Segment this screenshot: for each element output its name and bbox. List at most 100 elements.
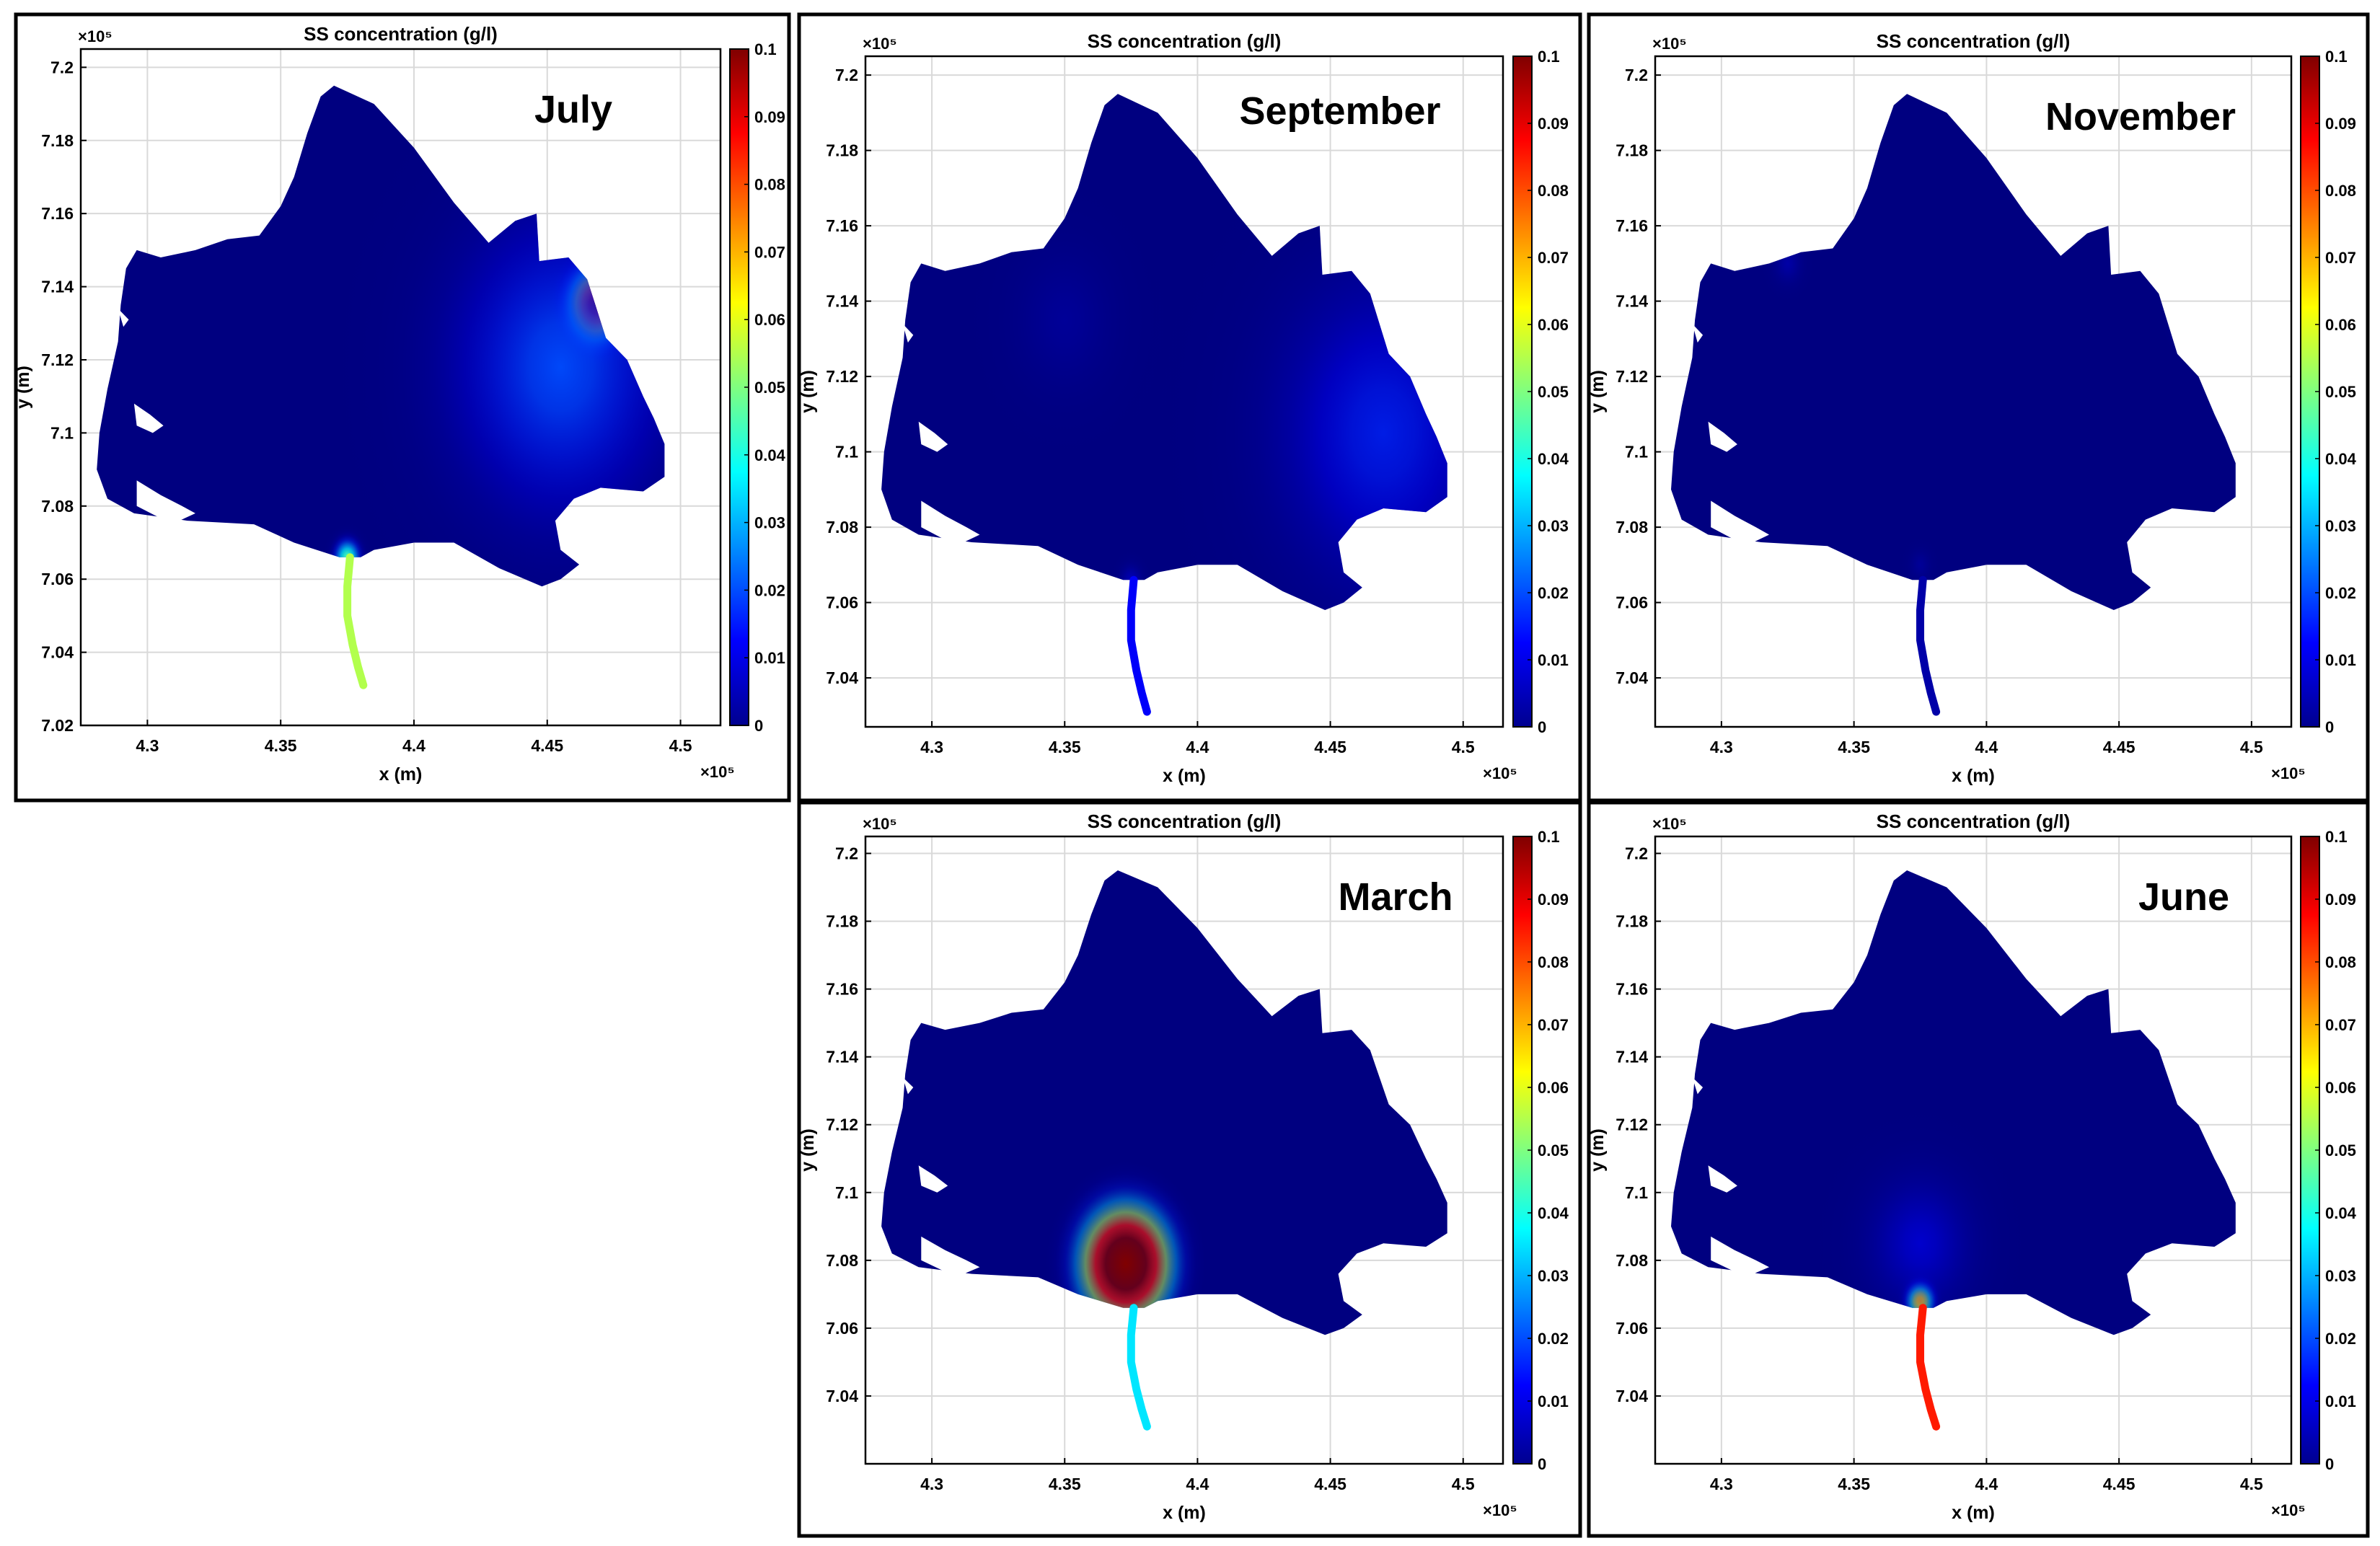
- colorbar-tick-label: 0.09: [1538, 891, 1569, 909]
- y-exponent-label: ×10⁵: [78, 27, 113, 45]
- colorbar-tick-label: 0.08: [2325, 182, 2356, 200]
- y-tick-label: 7.12: [41, 350, 74, 369]
- colorbar-tick-label: 0.04: [2325, 450, 2357, 468]
- colorbar-tick-label: 0.06: [1538, 316, 1569, 334]
- colorbar-tick-label: 0: [1538, 718, 1546, 736]
- colorbar-tick-label: 0.09: [1538, 115, 1569, 133]
- y-tick-label: 7.14: [1616, 1048, 1648, 1066]
- colorbar-tick-label: 0.02: [2325, 584, 2356, 602]
- y-tick-label: 7.12: [826, 367, 858, 386]
- axes-box: [1654, 55, 2293, 728]
- month-label: July: [534, 88, 612, 131]
- colorbar-tick-label: 0.02: [1538, 1330, 1569, 1348]
- colorbar-tick-label: 0.06: [1538, 1079, 1569, 1097]
- colorbar-tick-label: 0.06: [2325, 1079, 2356, 1097]
- colorbar-tick-label: 0.09: [2325, 115, 2356, 133]
- x-tick-label: 4.3: [136, 736, 159, 755]
- axes-box: [79, 48, 722, 727]
- x-tick-label: 4.35: [1049, 738, 1081, 756]
- month-label: March: [1338, 875, 1453, 919]
- chart-title: SS concentration (g/l): [1088, 810, 1282, 832]
- island: [921, 1236, 980, 1274]
- y-tick-label: 7.06: [826, 593, 858, 612]
- y-tick-label: 7.1: [835, 443, 858, 461]
- y-tick-label: 7.16: [41, 204, 74, 223]
- colorbar-tick-label: 0.03: [2325, 1267, 2356, 1285]
- panel-september: 4.3 4.35 4.4 4.45 4.5 7.04 7.06 7.08 7.1 7.12 7.14…: [797, 12, 1582, 803]
- y-tick-label: 7.16: [826, 980, 858, 999]
- colorbar-tick-label: 0.1: [1538, 828, 1560, 846]
- y-tick-label: 7.02: [41, 716, 74, 735]
- colorbar-tick-label: 0.01: [1538, 1392, 1569, 1410]
- colorbar-tick-label: 0.1: [1538, 48, 1560, 66]
- island: [1692, 324, 1704, 343]
- y-tick-label: 7.16: [1616, 216, 1648, 235]
- x-tick-label: 4.4: [1186, 1475, 1209, 1493]
- colorbar-tick-label: 0.09: [2325, 891, 2356, 909]
- colorbar-tick-label: 0.05: [2325, 1141, 2356, 1160]
- colorbar-tick-label: 0.01: [754, 649, 785, 667]
- x-tick-label: 4.5: [669, 736, 692, 755]
- island: [902, 1077, 914, 1095]
- y-tick-label: 7.04: [1616, 668, 1648, 687]
- island: [133, 403, 164, 433]
- panel-frame: [797, 800, 1582, 1538]
- concentration-hotspot: [304, 85, 665, 587]
- y-tick-label: 7.12: [1616, 367, 1648, 386]
- lake-surface: [1671, 94, 2236, 610]
- colorbar-tick-label: 0.07: [1538, 249, 1569, 267]
- colorbar-tick-label: 0.03: [1538, 517, 1569, 535]
- colorbar-tick-label: 0.02: [1538, 584, 1569, 602]
- y-tick-label: 7.06: [41, 570, 74, 588]
- y-tick-label: 7.18: [41, 131, 74, 150]
- x-axis-label: x (m): [1952, 1503, 1995, 1523]
- y-tick-label: 7.04: [41, 643, 74, 662]
- chart-title: SS concentration (g/l): [1877, 30, 2071, 52]
- x-axis-label: x (m): [379, 764, 423, 785]
- x-axis-label: x (m): [1163, 1503, 1206, 1523]
- colorbar-tick-label: 0: [2325, 718, 2334, 736]
- chart-title: SS concentration (g/l): [1088, 30, 1282, 52]
- x-tick-label: 4.4: [1975, 738, 1998, 756]
- x-tick-label: 4.5: [1452, 738, 1475, 756]
- y-tick-label: 7.1: [1625, 443, 1648, 461]
- month-label: September: [1239, 89, 1440, 133]
- y-axis-label: y (m): [1587, 370, 1608, 413]
- colorbar-tick-label: 0.04: [754, 446, 786, 464]
- river-inflow: [1127, 1304, 1151, 1431]
- x-axis-label: x (m): [1952, 766, 1995, 786]
- x-tick-label: 4.5: [2240, 1475, 2263, 1493]
- panel-june: 4.3 4.35 4.4 4.45 4.5 7.04 7.06 7.08 7.1 7.12 7.14…: [1587, 800, 2370, 1538]
- colorbar-tick-label: 0.07: [1538, 1016, 1569, 1034]
- y-tick-label: 7.14: [826, 292, 858, 311]
- panel-frame: [1587, 12, 2370, 803]
- y-tick-label: 7.18: [1616, 912, 1648, 931]
- colorbar-tick-label: 0: [1538, 1455, 1546, 1473]
- month-label: June: [2138, 875, 2229, 919]
- x-tick-label: 4.3: [920, 738, 943, 756]
- colorbar-tick-label: 0.05: [1538, 1141, 1569, 1160]
- colorbar-tick-label: 0.08: [1538, 953, 1569, 971]
- y-tick-label: 7.14: [1616, 292, 1648, 311]
- colorbar-tick-label: 0.1: [2325, 48, 2348, 66]
- x-exponent-label: ×10⁵: [700, 763, 735, 781]
- x-tick-label: 4.5: [1452, 1475, 1475, 1493]
- panel-november: 4.3 4.35 4.4 4.45 4.5 7.04 7.06 7.08 7.1 7.12 7.14…: [1587, 12, 2370, 803]
- colorbar-tick-label: 0.01: [1538, 651, 1569, 669]
- colorbar-tick-label: 0.06: [754, 311, 785, 329]
- colorbar-tick-label: 0.08: [2325, 953, 2356, 971]
- chart-title: SS concentration (g/l): [304, 23, 498, 45]
- river-inflow: [1916, 1304, 1941, 1431]
- x-tick-label: 4.45: [2103, 1475, 2136, 1493]
- colorbar-tick-label: 0.04: [1538, 450, 1569, 468]
- chart-title: SS concentration (g/l): [1877, 810, 2071, 832]
- x-exponent-label: ×10⁵: [2271, 1501, 2306, 1519]
- y-tick-label: 7.2: [835, 844, 858, 863]
- panel-frame: [797, 12, 1582, 803]
- y-tick-label: 7.14: [826, 1048, 858, 1066]
- colorbar-tick-label: 0.05: [754, 379, 785, 397]
- y-axis-label: y (m): [1587, 1128, 1608, 1172]
- colorbar-tick-label: 0.03: [2325, 517, 2356, 535]
- y-exponent-label: ×10⁵: [1652, 815, 1687, 833]
